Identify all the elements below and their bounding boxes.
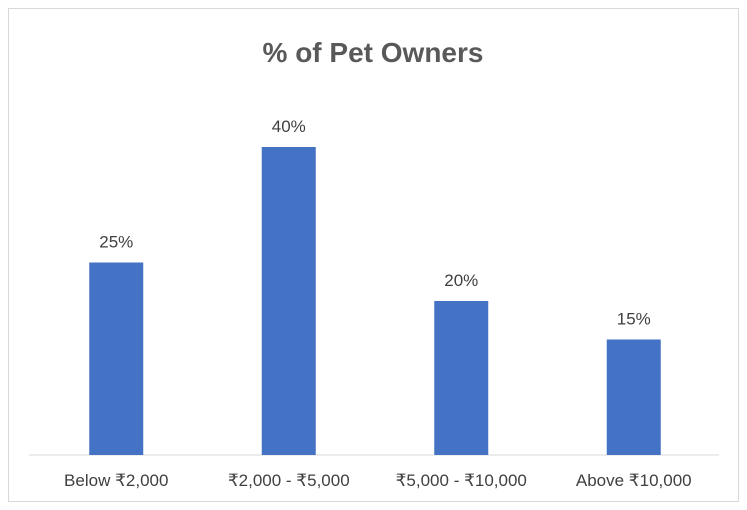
bar — [261, 147, 316, 455]
x-tick-labels-group: Below ₹2,000 ₹2,000 - ₹5,000 ₹5,000 - ₹10,… — [64, 471, 692, 490]
data-label: 25% — [99, 233, 133, 252]
bars-group — [89, 147, 661, 455]
x-tick-label: ₹5,000 - ₹10,000 — [396, 471, 527, 490]
x-tick-label: Below ₹2,000 — [64, 471, 168, 490]
data-label: 40% — [272, 117, 306, 136]
bar — [606, 339, 661, 455]
x-tick-label: ₹2,000 - ₹5,000 — [228, 471, 350, 490]
data-label: 20% — [444, 271, 478, 290]
chart-title: % of Pet Owners — [263, 37, 484, 68]
data-labels-group: 25% 40% 20% 15% — [99, 117, 651, 329]
chart-frame: % of Pet Owners 25% 40% 20% 15% Below ₹2,00… — [8, 8, 739, 502]
bar — [434, 301, 489, 455]
data-label: 15% — [617, 310, 651, 329]
bar-chart: % of Pet Owners 25% 40% 20% 15% Below ₹2,00… — [29, 37, 719, 490]
bar — [89, 262, 144, 455]
x-tick-label: Above ₹10,000 — [576, 471, 692, 490]
